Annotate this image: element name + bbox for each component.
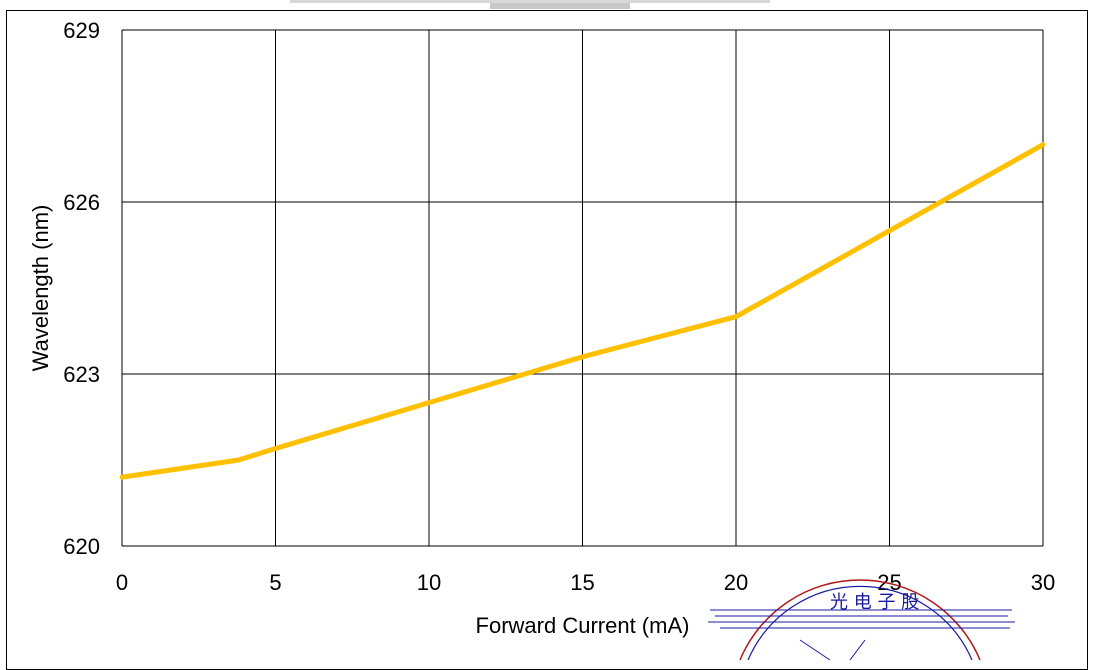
wavelength-chart: 0 5 10 15 20 25 30 620 623 626 629 Forward Curren…	[28, 18, 1055, 638]
y-tick-label: 623	[63, 362, 100, 387]
x-axis-label: Forward Current (mA)	[476, 613, 690, 638]
company-seal: 光 电 子 股	[708, 579, 1015, 660]
wavelength-series-line	[119, 142, 1046, 480]
y-tick-label: 626	[63, 190, 100, 215]
x-tick-label: 20	[724, 570, 748, 595]
x-tick-label: 10	[417, 570, 441, 595]
x-tick-label: 5	[269, 570, 281, 595]
y-axis-label: Wavelength (nm)	[28, 205, 53, 372]
scan-artifact	[290, 0, 770, 9]
svg-text:光 电 子 股: 光 电 子 股	[830, 592, 919, 613]
x-tick-label: 0	[116, 570, 128, 595]
x-tick-label: 25	[877, 570, 901, 595]
y-tick-label: 620	[63, 534, 100, 559]
series-layer	[119, 142, 1046, 480]
y-axis-ticks: 620 623 626 629	[63, 18, 100, 559]
x-tick-label: 30	[1031, 570, 1055, 595]
x-axis-ticks: 0 5 10 15 20 25 30	[116, 570, 1055, 595]
y-tick-label: 629	[63, 18, 100, 43]
grid-lines	[121, 29, 1044, 547]
x-tick-label: 15	[570, 570, 594, 595]
